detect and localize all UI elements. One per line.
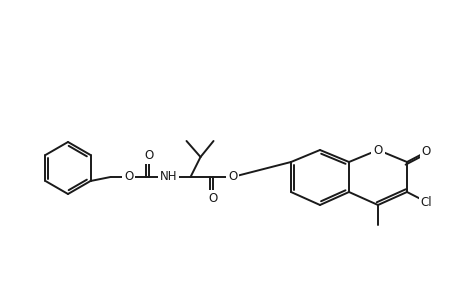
Text: O: O (144, 148, 153, 161)
Text: O: O (421, 145, 430, 158)
Text: NH: NH (159, 170, 177, 184)
Text: O: O (123, 170, 133, 184)
Text: O: O (227, 170, 237, 184)
Text: O: O (373, 143, 382, 157)
Text: O: O (207, 193, 217, 206)
Text: Cl: Cl (420, 196, 431, 208)
